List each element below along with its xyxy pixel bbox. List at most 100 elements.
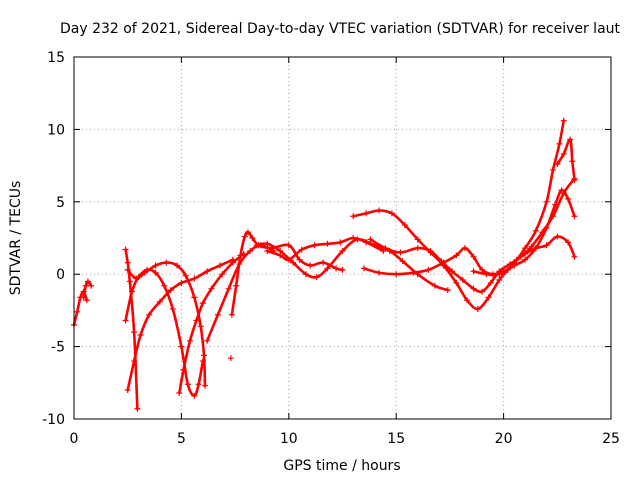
data-point — [141, 269, 148, 276]
data-point — [219, 271, 226, 278]
data-point — [556, 140, 563, 147]
data-point — [543, 224, 550, 231]
series-arc-3 — [122, 246, 141, 412]
x-tick-labels: 0 5 10 15 20 25 — [70, 431, 620, 447]
data-point — [552, 201, 559, 208]
data-point — [479, 288, 486, 295]
data-point — [169, 305, 176, 312]
data-series — [71, 117, 578, 412]
data-point — [550, 166, 557, 173]
series-trace — [266, 236, 385, 262]
data-point — [84, 278, 91, 285]
data-point — [88, 282, 95, 289]
data-point — [253, 242, 260, 249]
x-tick-label: 5 — [177, 431, 186, 447]
data-point — [324, 240, 331, 247]
data-point — [193, 317, 200, 324]
data-point — [453, 252, 460, 259]
data-point — [474, 305, 481, 312]
data-point — [461, 245, 468, 252]
data-point — [350, 235, 357, 241]
x-tick-label: 15 — [387, 431, 405, 447]
data-point — [543, 242, 550, 249]
series-arc-15 — [470, 117, 567, 278]
data-point — [560, 151, 567, 158]
data-point — [307, 262, 314, 269]
data-point — [124, 387, 131, 394]
data-point — [124, 259, 131, 266]
data-point — [414, 245, 421, 252]
y-tick-label: 5 — [56, 195, 65, 211]
data-point — [124, 266, 131, 273]
data-point — [277, 252, 284, 259]
data-point — [528, 243, 535, 250]
data-point — [184, 381, 191, 388]
data-point — [126, 278, 133, 285]
data-point — [440, 259, 447, 266]
data-point — [163, 259, 170, 266]
data-point — [571, 177, 578, 184]
x-tick-label: 0 — [70, 431, 79, 447]
y-tick-labels: -10 -5 0 5 10 15 — [42, 50, 65, 428]
data-point — [444, 287, 451, 294]
data-point — [339, 266, 346, 273]
y-tick-label: 15 — [47, 50, 65, 66]
data-point — [350, 213, 357, 220]
data-point — [156, 298, 163, 305]
x-tick-label: 10 — [280, 431, 298, 447]
data-point — [427, 248, 434, 255]
data-point — [247, 248, 254, 255]
data-point — [554, 161, 561, 168]
series-arc-11 — [264, 235, 387, 263]
data-point — [191, 392, 198, 399]
data-point — [376, 269, 383, 276]
data-point — [382, 245, 389, 252]
data-point — [133, 275, 140, 282]
series-arc-17 — [227, 355, 234, 362]
data-point — [290, 259, 297, 266]
data-point — [285, 256, 292, 263]
data-point — [509, 262, 516, 269]
data-point — [571, 213, 578, 220]
series-arc-5 — [124, 259, 209, 389]
data-point — [264, 248, 271, 255]
grid-lines — [74, 57, 611, 419]
data-point — [376, 207, 383, 214]
data-point — [296, 256, 303, 263]
data-point — [204, 268, 211, 275]
data-point — [227, 355, 234, 362]
y-axis-label: SDTVAR / TECUs — [8, 181, 24, 296]
data-point — [410, 269, 417, 276]
data-point — [459, 276, 466, 283]
data-point — [399, 258, 406, 265]
data-point — [522, 256, 529, 263]
data-point — [217, 262, 224, 269]
plot-frame — [73, 56, 612, 420]
data-point — [244, 229, 251, 236]
data-point — [363, 210, 370, 217]
series-trace — [82, 280, 93, 299]
data-point — [298, 246, 305, 253]
data-point — [397, 249, 404, 256]
data-point — [567, 136, 574, 143]
data-point — [470, 285, 477, 292]
data-point — [233, 282, 240, 289]
x-tick-label: 25 — [602, 431, 620, 447]
data-point — [414, 236, 421, 243]
data-point — [320, 259, 327, 266]
data-point — [324, 265, 331, 272]
y-tick-label: -5 — [51, 340, 65, 356]
data-point — [569, 158, 576, 165]
data-point — [249, 235, 256, 241]
y-tick-label: 10 — [47, 122, 65, 138]
data-point — [167, 287, 174, 294]
data-point — [388, 210, 395, 217]
data-point — [470, 268, 477, 275]
data-point — [285, 242, 292, 249]
data-point — [152, 262, 159, 269]
data-point — [558, 187, 565, 194]
data-point — [152, 269, 159, 276]
data-point — [532, 245, 539, 252]
data-point — [496, 271, 503, 278]
